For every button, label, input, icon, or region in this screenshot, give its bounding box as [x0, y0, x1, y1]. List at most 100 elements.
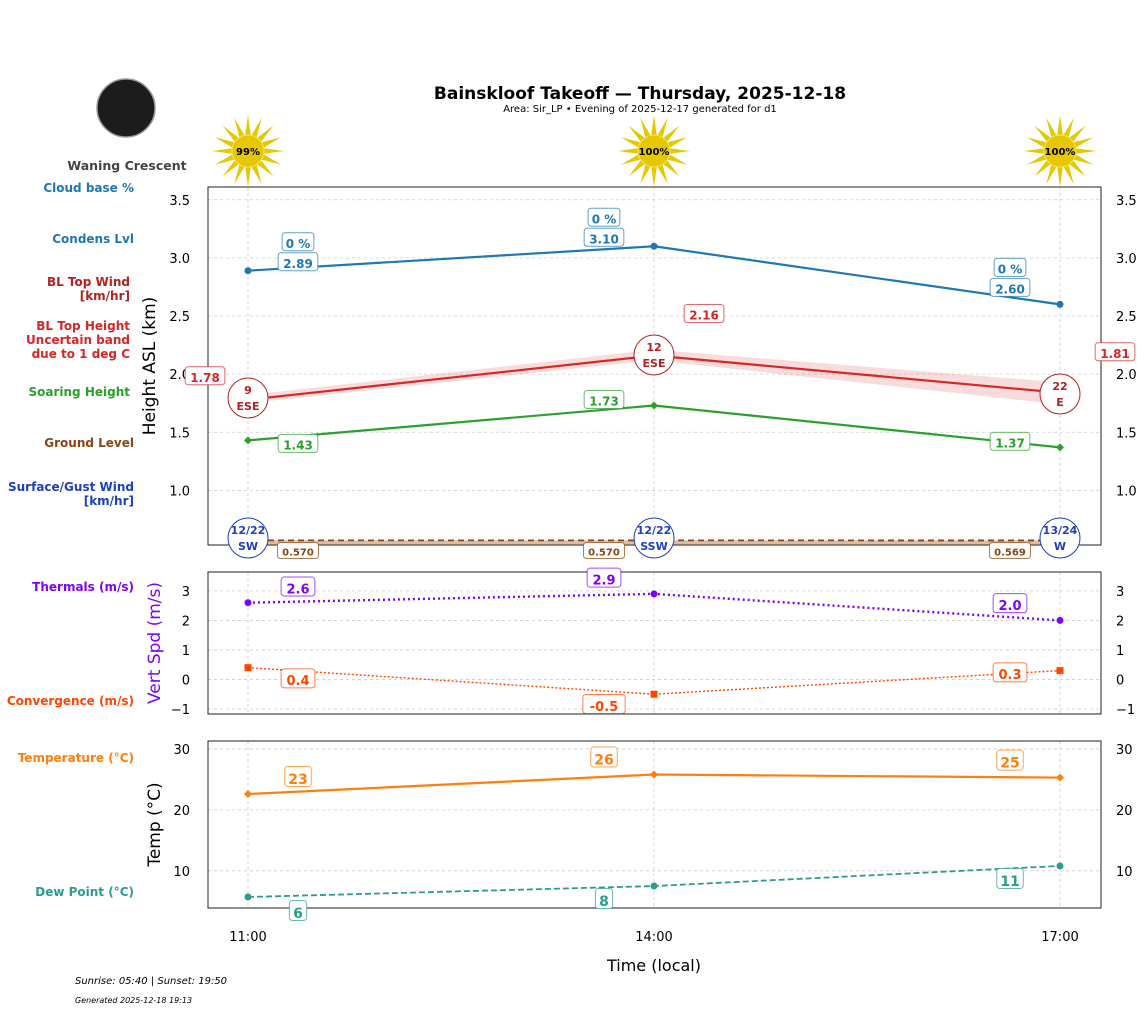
- side-label-bl-top: Uncertain band: [26, 333, 130, 347]
- side-label-convergence: Convergence (m/s): [7, 694, 134, 708]
- dew-point-value: 8: [599, 894, 609, 910]
- moon-phase-label: Waning Crescent: [67, 158, 186, 173]
- surface-wind-circle: [633, 517, 675, 559]
- sun-percent: 100%: [639, 147, 670, 158]
- side-label-thermals: Thermals (m/s): [32, 580, 134, 594]
- y-tick-label: 1.0: [169, 484, 190, 499]
- y-tick-label-right: 1: [1116, 644, 1124, 659]
- condens-value-box: [277, 252, 319, 272]
- temperature-marker: [650, 770, 658, 779]
- temperature-value-box: [284, 766, 312, 788]
- x-tick-label: 17:00: [1041, 930, 1078, 945]
- ground-level-value-box: [989, 542, 1031, 559]
- convergence-value: 0.4: [286, 674, 309, 689]
- y-tick-label: 3: [182, 585, 190, 600]
- y-tick-label-right: 2.0: [1116, 368, 1137, 383]
- chart-subtitle: Area: Sir_LP • Evening of 2025-12-17 gen…: [503, 104, 777, 115]
- surface-wind-circle: [1039, 517, 1081, 559]
- bl-top-value-box: [1094, 342, 1136, 362]
- ground-level-value-box: [277, 542, 319, 559]
- cloud-base-percent: 0 %: [286, 237, 311, 251]
- convergence-marker: [244, 664, 252, 672]
- x-tick-label: 11:00: [229, 930, 266, 945]
- side-label-condens: Condens Lvl: [52, 232, 134, 246]
- convergence-marker: [650, 690, 658, 698]
- cloud-base-percent: 0 %: [998, 263, 1023, 277]
- y-tick-label-right: 10: [1116, 865, 1133, 880]
- bl-top-value: 2.16: [689, 309, 719, 323]
- convergence-line: [247, 666, 1061, 695]
- soaring-marker: [244, 436, 252, 445]
- surface-wind-direction: W: [1054, 540, 1066, 553]
- y-axis-label: Vert Spd (m/s): [145, 582, 165, 704]
- thermals-value: 2.0: [998, 599, 1021, 614]
- soaring-value-box: [583, 390, 625, 410]
- temperature-value: 25: [1000, 755, 1019, 771]
- bl-top-wind-speed: 9: [244, 384, 252, 397]
- y-tick-label: 1: [182, 644, 190, 659]
- surface-wind-direction: SSW: [640, 540, 667, 553]
- dew-point-value-box: [288, 900, 308, 922]
- ground-level-value-box: [583, 542, 625, 559]
- cloud-base-percent-box: [281, 232, 315, 252]
- side-label-cloud-base: Cloud base %: [43, 181, 134, 195]
- side-label-dew: Dew Point (°C): [35, 885, 134, 899]
- y-tick-label-right: 2: [1116, 614, 1124, 629]
- soaring-marker: [1056, 443, 1064, 452]
- condens-value-box: [583, 227, 625, 247]
- plot-frame: [207, 740, 1102, 909]
- side-label-surface-wind: Surface/Gust Wind: [8, 480, 134, 494]
- temperature-marker: [244, 790, 252, 799]
- temperature-value-box: [590, 746, 618, 768]
- surface-wind-speed: 13/24: [1043, 524, 1078, 537]
- cloud-base-percent-box: [587, 207, 621, 227]
- side-label-bl-wind: BL Top Wind: [47, 275, 130, 289]
- x-tick-label: 14:00: [635, 930, 672, 945]
- generated-time: Generated 2025-12-18 19:13: [75, 996, 192, 1005]
- y-tick-label: 10: [173, 865, 190, 880]
- condens-value: 2.89: [283, 257, 313, 271]
- soaring-marker: [650, 401, 658, 410]
- condens-marker: [244, 267, 252, 275]
- sunrise-sunset: Sunrise: 05:40 | Sunset: 19:50: [75, 976, 227, 987]
- y-tick-label-right: 0: [1116, 673, 1124, 688]
- chart-title: Bainskloof Takeoff — Thursday, 2025-12-1…: [434, 84, 846, 104]
- sun-disc: [231, 134, 265, 168]
- bl-top-wind-direction: E: [1056, 396, 1064, 409]
- y-tick-label-right: 20: [1116, 804, 1133, 819]
- bl-top-wind-circle: [633, 334, 675, 376]
- soaring-value: 1.43: [283, 439, 313, 453]
- surface-wind-direction: SW: [238, 540, 258, 553]
- temperature-value: 23: [288, 772, 307, 788]
- dew-point-marker: [244, 893, 252, 901]
- thermals-value-box: [280, 576, 316, 597]
- side-label-temperature: Temperature (°C): [18, 751, 134, 765]
- side-label-bl-top: due to 1 deg C: [32, 347, 131, 361]
- y-tick-label: 30: [173, 743, 190, 758]
- convergence-value-box: [582, 693, 626, 714]
- sun-disc: [1043, 134, 1077, 168]
- dew-point-value-box: [594, 888, 614, 910]
- y-tick-label-right: 3.0: [1116, 252, 1137, 267]
- side-label-ground: Ground Level: [44, 436, 134, 450]
- convergence-value: -0.5: [590, 700, 618, 715]
- temperature-value: 26: [594, 752, 613, 768]
- bl-top-value-box: [683, 304, 725, 324]
- side-label-bl-wind: [km/hr]: [80, 289, 130, 303]
- dew-point-value: 11: [1000, 874, 1019, 890]
- moon-icon: [96, 78, 156, 138]
- sun-percent: 100%: [1045, 147, 1076, 158]
- thermals-value-box: [586, 567, 622, 588]
- y-axis-label: Temp (°C): [145, 782, 165, 867]
- thermals-marker: [1056, 616, 1064, 624]
- y-tick-label: −1: [171, 703, 190, 718]
- thermals-marker: [244, 599, 252, 607]
- y-tick-label: 20: [173, 804, 190, 819]
- y-tick-label: 1.5: [169, 426, 190, 441]
- convergence-value-box: [280, 668, 316, 689]
- side-label-bl-top: BL Top Height: [36, 319, 130, 333]
- y-tick-label-right: 1.0: [1116, 484, 1137, 499]
- y-tick-label: 2: [182, 614, 190, 629]
- dew-point-value-box: [996, 867, 1024, 889]
